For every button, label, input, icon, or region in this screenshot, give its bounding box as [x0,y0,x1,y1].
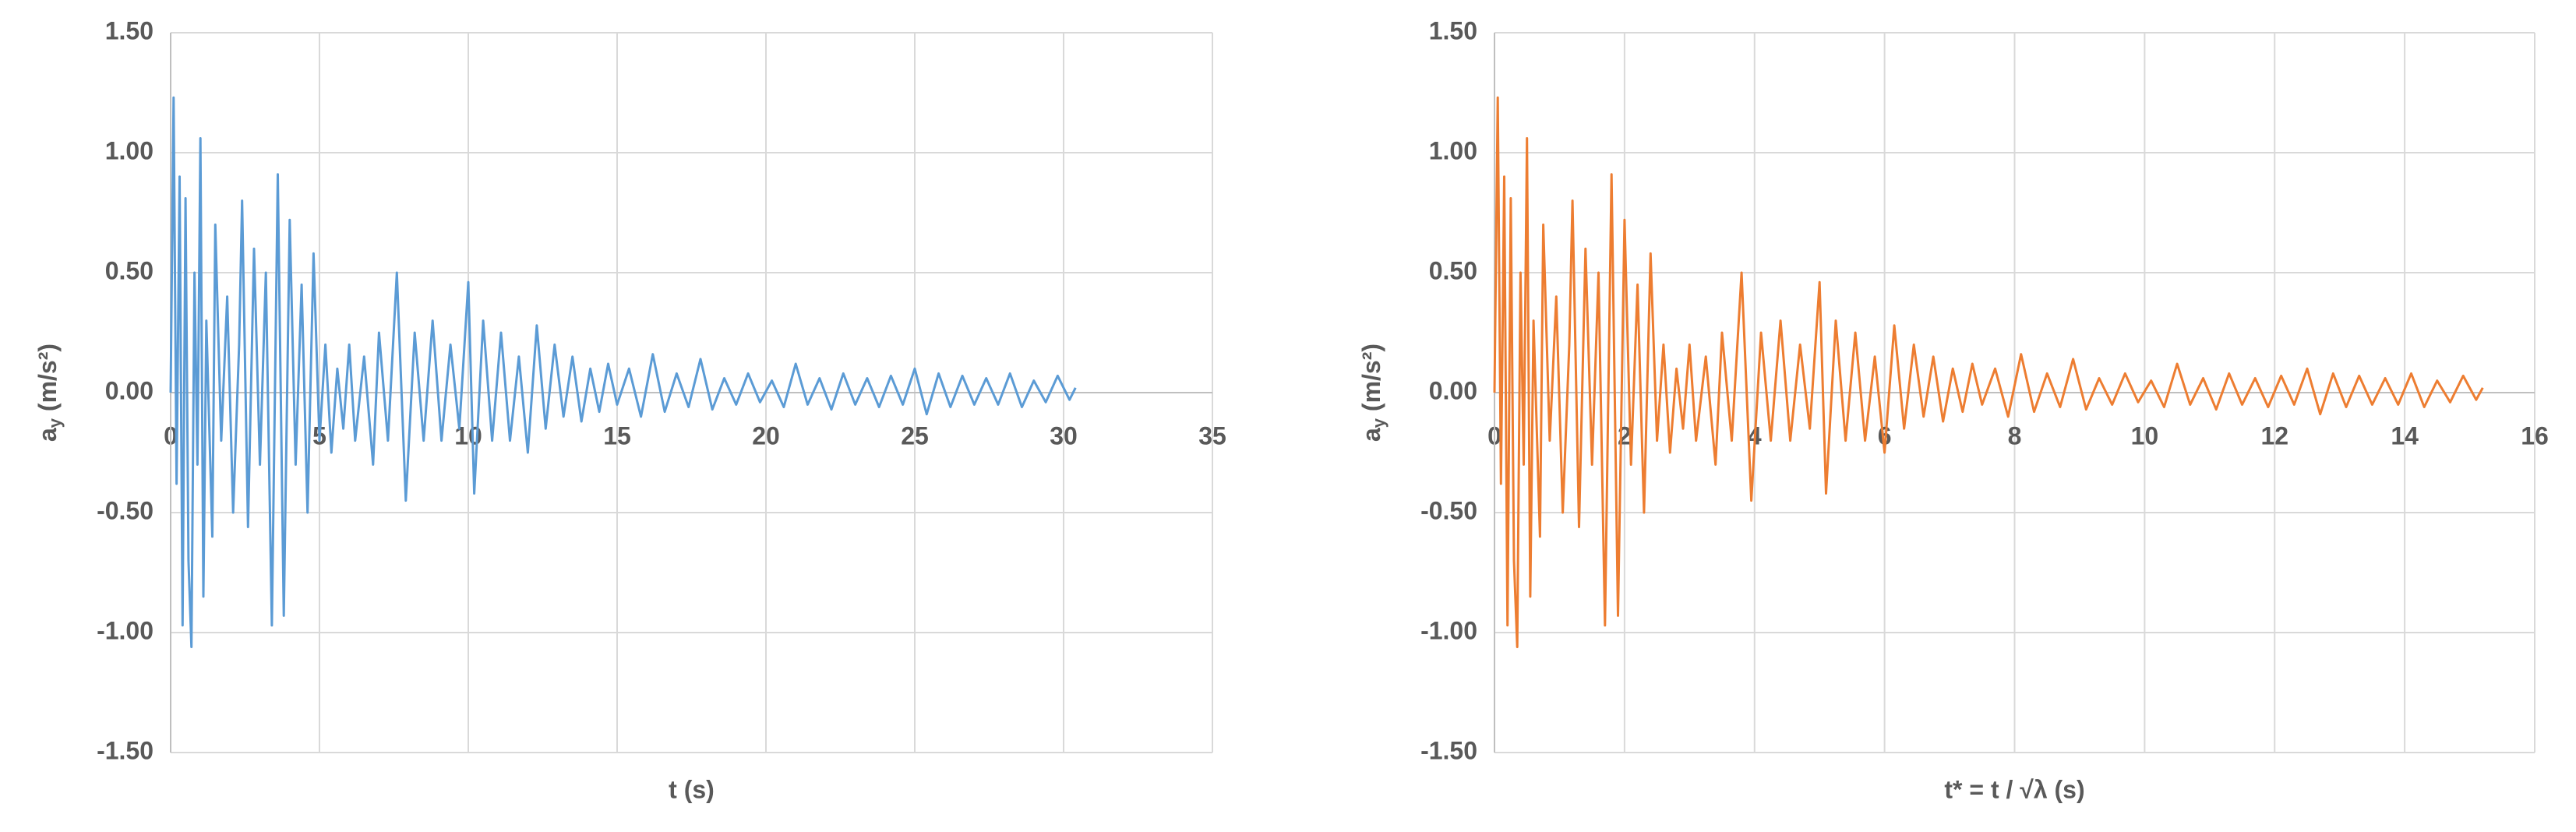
data-line [1493,96,2484,648]
x-tick-label: 8 [2008,421,2022,449]
x-tick-label: 25 [901,421,929,449]
x-tick-label: 35 [1198,421,1226,449]
y-tick-label: 0.00 [1429,376,1477,404]
x-tick-label: 16 [2521,421,2549,449]
x-tick-label: 14 [2391,421,2419,449]
x-axis-title: t (s) [669,775,715,803]
x-axis-title: t* = t / √λ (s) [1944,775,2084,803]
y-axis-title-subscript: y [45,418,65,428]
y-tick-label: -1.50 [97,736,154,764]
x-tick-label: 12 [2260,421,2288,449]
y-tick-label: -1.00 [97,616,154,644]
y-tick-label: -1.50 [1420,736,1477,764]
y-tick-label: 0.50 [105,256,154,284]
y-axis-title-unit: (m/s²) [34,344,62,418]
y-axis-title-base: a [34,428,62,442]
y-tick-label: 1.00 [105,136,154,164]
y-axis-title-base: a [1357,428,1385,442]
x-tick-label: 20 [752,421,780,449]
y-tick-label: 0.50 [1429,256,1477,284]
x-tick-label: 15 [603,421,631,449]
y-tick-label: -0.50 [1420,496,1477,524]
y-tick-label: 0.00 [105,376,154,404]
y-tick-label: 1.50 [1429,16,1477,44]
y-tick-label: 1.00 [1429,136,1477,164]
y-axis-title: ay (m/s²) [1357,344,1388,442]
y-tick-label: 1.50 [105,16,154,44]
y-tick-label: -1.00 [1420,616,1477,644]
x-tick-label: 10 [2131,421,2159,449]
y-axis-title-unit: (m/s²) [1357,344,1385,418]
y-axis-title-subscript: y [1369,418,1389,428]
y-axis-title: ay (m/s²) [34,344,64,442]
x-tick-label: 30 [1050,421,1078,449]
y-tick-label: -0.50 [97,496,154,524]
data-line [169,96,1077,648]
